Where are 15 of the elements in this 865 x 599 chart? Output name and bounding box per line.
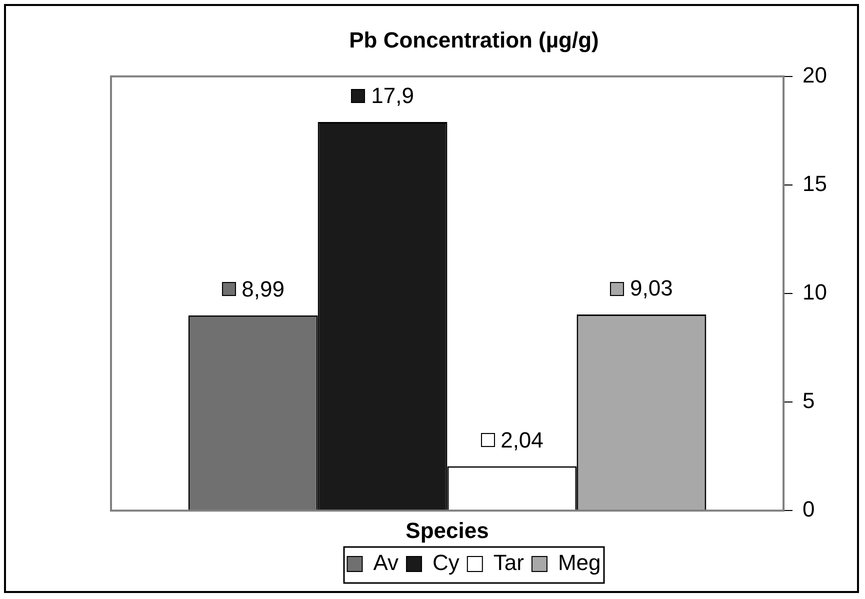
data-label: 9,03 (630, 276, 673, 301)
y-tick-label: 20 (802, 62, 828, 88)
legend-label: Cy (432, 550, 460, 576)
series-label: Tar (493, 550, 524, 576)
y-tick-label: 15 (802, 171, 828, 196)
data-label: 8,99 (242, 276, 284, 302)
legend-label: Meg (558, 550, 601, 576)
y-tick-label: 10 (802, 280, 828, 305)
legend-label: Av (373, 550, 399, 576)
data-label: 2,04 (500, 427, 544, 452)
x-axis-title: Species (406, 518, 489, 543)
y-tick-label: 0 (802, 496, 815, 522)
y-tick-label: 5 (802, 388, 815, 414)
chart-title: Pb Concentration (µg/g) (349, 27, 599, 52)
data-label: 17,9 (371, 83, 414, 108)
